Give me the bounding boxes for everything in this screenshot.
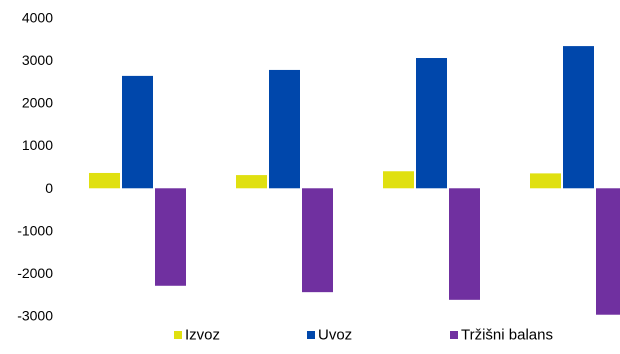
y-tick-label: -1000 xyxy=(17,222,53,238)
y-tick-label: 1000 xyxy=(22,137,53,153)
legend-label: Uvoz xyxy=(318,327,352,344)
y-tick-label: 3000 xyxy=(22,52,53,68)
bar-tr-i-ni-balans xyxy=(155,188,186,286)
legend-swatch xyxy=(307,331,315,339)
bar-izvoz xyxy=(530,173,561,189)
bar-izvoz xyxy=(383,171,414,189)
bar-izvoz xyxy=(236,175,267,189)
bar-tr-i-ni-balans xyxy=(449,188,480,300)
legend-swatch xyxy=(450,331,458,339)
bar-tr-i-ni-balans xyxy=(302,188,333,293)
legend-label: Tržišni balans xyxy=(461,327,553,344)
bar-uvoz xyxy=(122,75,153,189)
bar-tr-i-ni-balans xyxy=(596,188,620,315)
y-tick-label: 4000 xyxy=(22,10,53,26)
bar-izvoz xyxy=(89,172,120,189)
legend-swatch xyxy=(174,331,182,339)
y-tick-label: -2000 xyxy=(17,265,53,281)
legend-label: Izvoz xyxy=(185,327,220,344)
y-tick-label: -3000 xyxy=(17,308,53,324)
bar-uvoz xyxy=(563,46,594,189)
y-tick-label: 0 xyxy=(45,180,53,196)
bar-uvoz xyxy=(416,58,447,189)
y-tick-label: 2000 xyxy=(22,95,53,111)
bar-uvoz xyxy=(269,69,300,189)
